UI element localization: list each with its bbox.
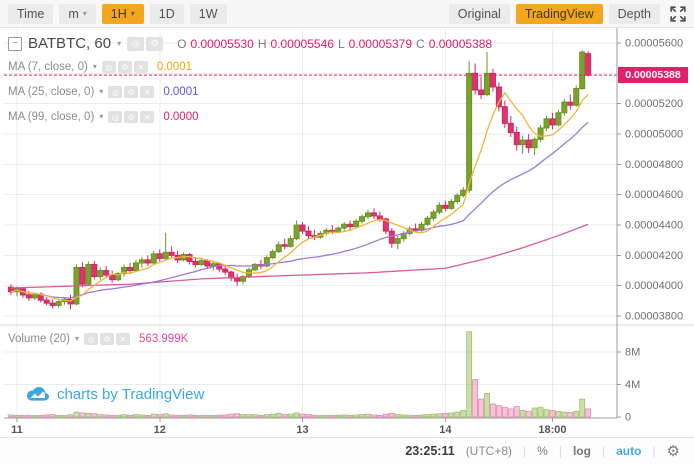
svg-text:11: 11 [11,424,23,436]
ohlc-readout: O 0.00005530 H 0.00005546 L 0.00005379 C 0.0… [177,37,492,51]
separator: | [523,444,527,458]
original-view-tab[interactable]: Original [448,3,510,24]
ma99-value: 0.0000 [163,111,199,123]
chevron-down-icon: ▾ [99,87,104,96]
interval-1d-button[interactable]: 1D [149,3,184,24]
clock: 23:25:11 [405,444,455,458]
auto-scale-button[interactable]: auto [616,444,642,458]
ma25-value: 0.0001 [163,86,199,98]
ma25-label: MA (25, close, 0) [8,86,95,98]
ma99-legend: MA (99, close, 0) ▾ ◎ ⚙ ✕ 0.0000 [8,111,199,123]
gear-icon[interactable]: ⚙ [124,86,139,98]
toolbar: Time m ▾ 1H ▾ 1D 1W Original TradingView D… [0,0,694,28]
svg-text:0.00005600: 0.00005600 [625,38,683,50]
separator: | [558,444,562,458]
interval-minutes-dropdown[interactable]: m ▾ [59,3,96,24]
close-icon[interactable]: ✕ [140,86,155,98]
log-scale-button[interactable]: log [572,444,591,458]
close-label: C [416,36,425,51]
ma7-controls: ◎ ⚙ ✕ [101,61,148,73]
open-value: 0.00005530 [190,36,254,51]
low-value: 0.00005379 [348,36,413,51]
svg-text:0.00005200: 0.00005200 [625,98,683,110]
time-button[interactable]: Time [8,3,54,24]
tradingview-view-tab[interactable]: TradingView [515,3,603,24]
gear-icon[interactable]: ⚙ [124,111,139,123]
depth-view-tab[interactable]: Depth [608,3,660,24]
svg-text:18:00: 18:00 [538,424,566,436]
svg-text:4M: 4M [625,379,640,391]
eye-icon[interactable]: ◎ [101,61,116,73]
eye-icon[interactable]: ◎ [127,36,145,51]
percent-scale-button[interactable]: % [537,444,548,458]
svg-text:0.00004600: 0.00004600 [625,189,683,201]
watermark-text: charts by TradingView [57,386,205,403]
tradingview-watermark: charts by TradingView [26,386,204,403]
svg-text:0.00003800: 0.00003800 [625,311,683,323]
svg-text:0: 0 [625,412,631,424]
eye-icon[interactable]: ◎ [108,111,123,123]
tradingview-cloud-icon [27,387,49,401]
collapse-pane-icon[interactable]: − [8,36,22,51]
svg-text:13: 13 [296,424,308,436]
low-label: L [337,36,345,51]
volume-value: 563.999K [139,333,189,345]
gear-icon[interactable]: ⚙ [146,36,164,51]
svg-text:0.00004800: 0.00004800 [625,159,683,171]
series-controls: ◎ ⚙ [127,36,164,51]
svg-text:0.00005000: 0.00005000 [625,129,683,141]
volume-legend: Volume (20) ▾ ◎ ⚙ ✕ 563.999K [8,333,188,345]
interval-1h-dropdown[interactable]: 1H ▾ [101,3,144,24]
svg-text:0.00004400: 0.00004400 [625,220,683,232]
svg-text:0.00004200: 0.00004200 [625,250,683,262]
chevron-down-icon: ▾ [75,334,80,343]
ma7-label: MA (7, close, 0) [8,61,88,73]
fullscreen-icon[interactable] [670,5,686,22]
separator: | [601,444,606,458]
close-icon[interactable]: ✕ [140,111,155,123]
volume-label: Volume (20) [8,333,71,345]
high-label: H [257,36,267,51]
svg-text:12: 12 [154,424,166,436]
ma99-label: MA (99, close, 0) [8,111,95,123]
chevron-down-icon: ▾ [117,38,122,48]
svg-text:0.00004000: 0.00004000 [625,280,683,292]
last-price-badge: 0.00005388 [618,67,688,83]
close-icon[interactable]: ✕ [116,333,131,345]
eye-icon[interactable]: ◎ [108,86,123,98]
close-value: 0.00005388 [428,36,493,51]
chevron-down-icon: ▾ [99,112,104,121]
ma7-legend: MA (7, close, 0) ▾ ◎ ⚙ ✕ 0.0001 [8,61,192,73]
chevron-down-icon: ▾ [92,62,97,71]
symbol-title: BATBTC, 60 [28,35,112,52]
ma25-controls: ◎ ⚙ ✕ [108,86,155,98]
separator: | [652,444,656,458]
svg-text:14: 14 [439,424,452,436]
interval-toolbar: Time m ▾ 1H ▾ 1D 1W [8,3,227,24]
symbol-legend: − BATBTC, 60 ▾ ◎ ⚙ O 0.00005530 H 0.000055… [8,35,492,52]
gear-icon[interactable]: ⚙ [117,61,132,73]
chevron-down-icon: ▾ [82,8,87,18]
gear-icon[interactable]: ⚙ [100,333,115,345]
interval-1w-button[interactable]: 1W [189,3,227,24]
high-value: 0.00005546 [270,36,334,51]
footer-bar: 23:25:11 (UTC+8) | % | log | auto | ⚙ [0,437,694,464]
ma7-value: 0.0001 [156,61,193,73]
timezone-label[interactable]: (UTC+8) [465,444,513,458]
chevron-down-icon: ▾ [130,8,135,18]
volume-controls: ◎ ⚙ ✕ [84,333,131,345]
view-toolbar: Original TradingView Depth [448,3,686,24]
close-icon[interactable]: ✕ [133,61,148,73]
open-label: O [177,36,187,51]
settings-gear-icon[interactable]: ⚙ [666,443,680,460]
ma25-legend: MA (25, close, 0) ▾ ◎ ⚙ ✕ 0.0001 [8,86,199,98]
svg-text:8M: 8M [625,347,640,359]
eye-icon[interactable]: ◎ [84,333,99,345]
ma99-controls: ◎ ⚙ ✕ [108,111,155,123]
